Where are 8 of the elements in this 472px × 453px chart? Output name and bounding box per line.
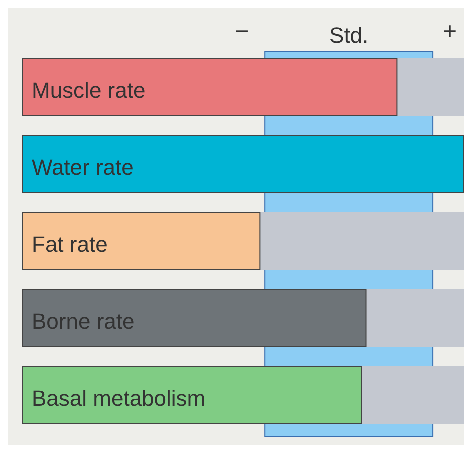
- text: +: [443, 18, 458, 46]
- y-tick-label: Fat rate: [32, 232, 108, 257]
- y-tick-label: Water rate: [32, 155, 134, 180]
- text: −: [235, 18, 250, 46]
- band-label: Std.: [330, 23, 369, 48]
- y-tick-label: Muscle rate: [32, 78, 146, 103]
- y-tick-label: Borne rate: [32, 309, 135, 334]
- y-tick-label: Basal metabolism: [32, 386, 206, 411]
